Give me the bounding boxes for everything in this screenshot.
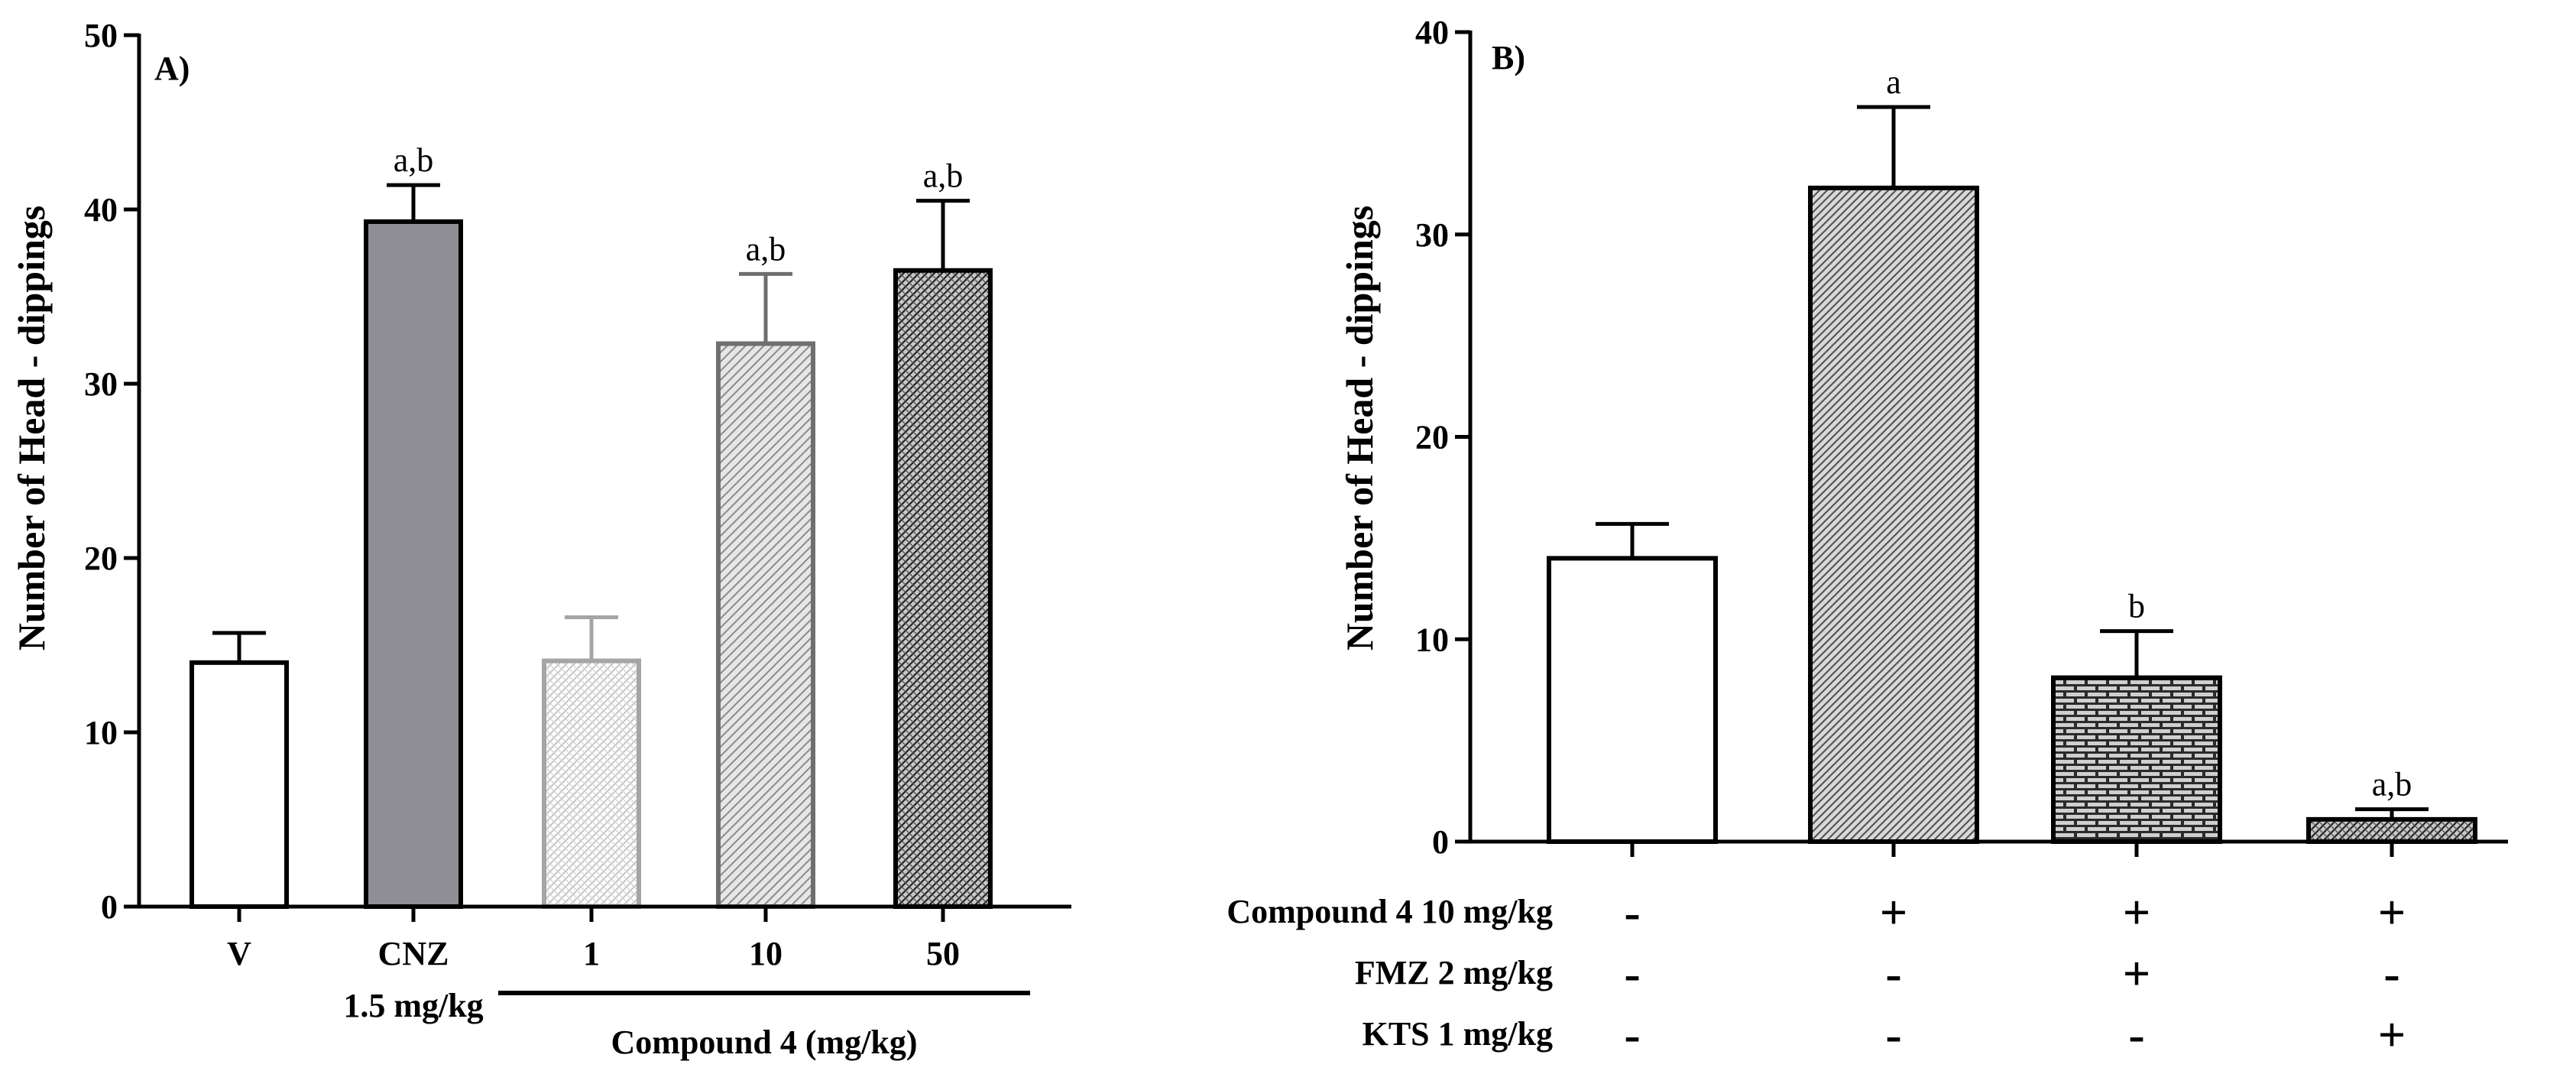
- y-tick-label: 0: [1432, 823, 1449, 861]
- minus-sign: -: [1885, 946, 1901, 1001]
- minus-sign: -: [1624, 946, 1640, 1001]
- significance-label: a,b: [923, 157, 964, 195]
- bar: [364, 219, 463, 909]
- plus-sign: +: [2123, 946, 2150, 1001]
- minus-sign: -: [2383, 946, 2399, 1001]
- panel-b-chart: B) Number of Head - dippings 0 10 20 30 40 a…: [1226, 14, 2508, 1062]
- plus-sign: +: [2378, 1008, 2406, 1062]
- bar: [716, 341, 815, 909]
- bar: [2051, 675, 2222, 844]
- x-category-sublabel: 1.5 mg/kg: [343, 987, 483, 1024]
- condition-row-label: Compound 4 10 mg/kg: [1226, 893, 1553, 930]
- bar: [1808, 185, 1979, 845]
- bar: [1547, 556, 1718, 844]
- panel-a-category-labels: V CNZ 1.5 mg/kg 1 10 50: [227, 935, 960, 1024]
- panel-a-group-label: Compound 4 (mg/kg): [611, 1024, 918, 1061]
- x-category-label: CNZ: [378, 935, 449, 972]
- y-tick-label: 50: [84, 17, 118, 54]
- significance-label: a,b: [394, 141, 434, 179]
- significance-label: b: [2128, 588, 2145, 625]
- bar: [2306, 816, 2477, 844]
- minus-sign: -: [2128, 1008, 2144, 1062]
- minus-sign: -: [1624, 1008, 1640, 1062]
- panel-a-y-ticks: 0 10 20 30 40 50: [84, 17, 139, 926]
- panel-b-y-axis-label: Number of Head - dippings: [1338, 206, 1381, 651]
- y-tick-label: 20: [84, 540, 118, 577]
- y-tick-label: 0: [101, 888, 118, 926]
- panel-a-bars: a,b a,b a,b: [190, 141, 993, 922]
- condition-row-label: KTS 1 mg/kg: [1363, 1015, 1553, 1053]
- plus-sign: +: [2123, 885, 2150, 939]
- bar: [190, 660, 289, 909]
- panel-b-label: B): [1492, 39, 1525, 76]
- plus-sign: +: [1880, 885, 1907, 939]
- panel-b-condition-table: Compound 4 10 mg/kg - + + + FMZ 2 mg/kg - - + - KT…: [1226, 885, 2406, 1062]
- y-tick-label: 30: [84, 365, 118, 403]
- panel-b-bars: a b a,b: [1547, 63, 2477, 857]
- panel-a-label: A): [154, 50, 190, 87]
- x-category-label: 50: [926, 935, 960, 972]
- plus-sign: +: [2378, 885, 2406, 939]
- y-tick-label: 30: [1415, 216, 1449, 254]
- bar: [893, 268, 993, 909]
- significance-label: a,b: [2372, 766, 2412, 803]
- bar: [542, 658, 641, 910]
- panel-a-y-axis-label: Number of Head - dippings: [10, 206, 53, 651]
- panel-b-y-ticks: 0 10 20 30 40: [1415, 14, 1470, 861]
- significance-label: a: [1886, 63, 1901, 101]
- panel-a-chart: A) Number of Head - dippings 0 10 20 30 40 50…: [10, 17, 1071, 1061]
- y-tick-label: 20: [1415, 419, 1449, 456]
- condition-row-label: FMZ 2 mg/kg: [1355, 954, 1553, 991]
- y-tick-label: 10: [84, 714, 118, 751]
- x-category-label: V: [227, 935, 251, 972]
- significance-label: a,b: [746, 230, 786, 268]
- y-tick-label: 10: [1415, 621, 1449, 658]
- y-tick-label: 40: [84, 191, 118, 229]
- x-category-label: 10: [749, 935, 783, 972]
- minus-sign: -: [1885, 1008, 1901, 1062]
- x-category-label: 1: [583, 935, 600, 972]
- minus-sign: -: [1624, 885, 1640, 939]
- y-tick-label: 40: [1415, 14, 1449, 51]
